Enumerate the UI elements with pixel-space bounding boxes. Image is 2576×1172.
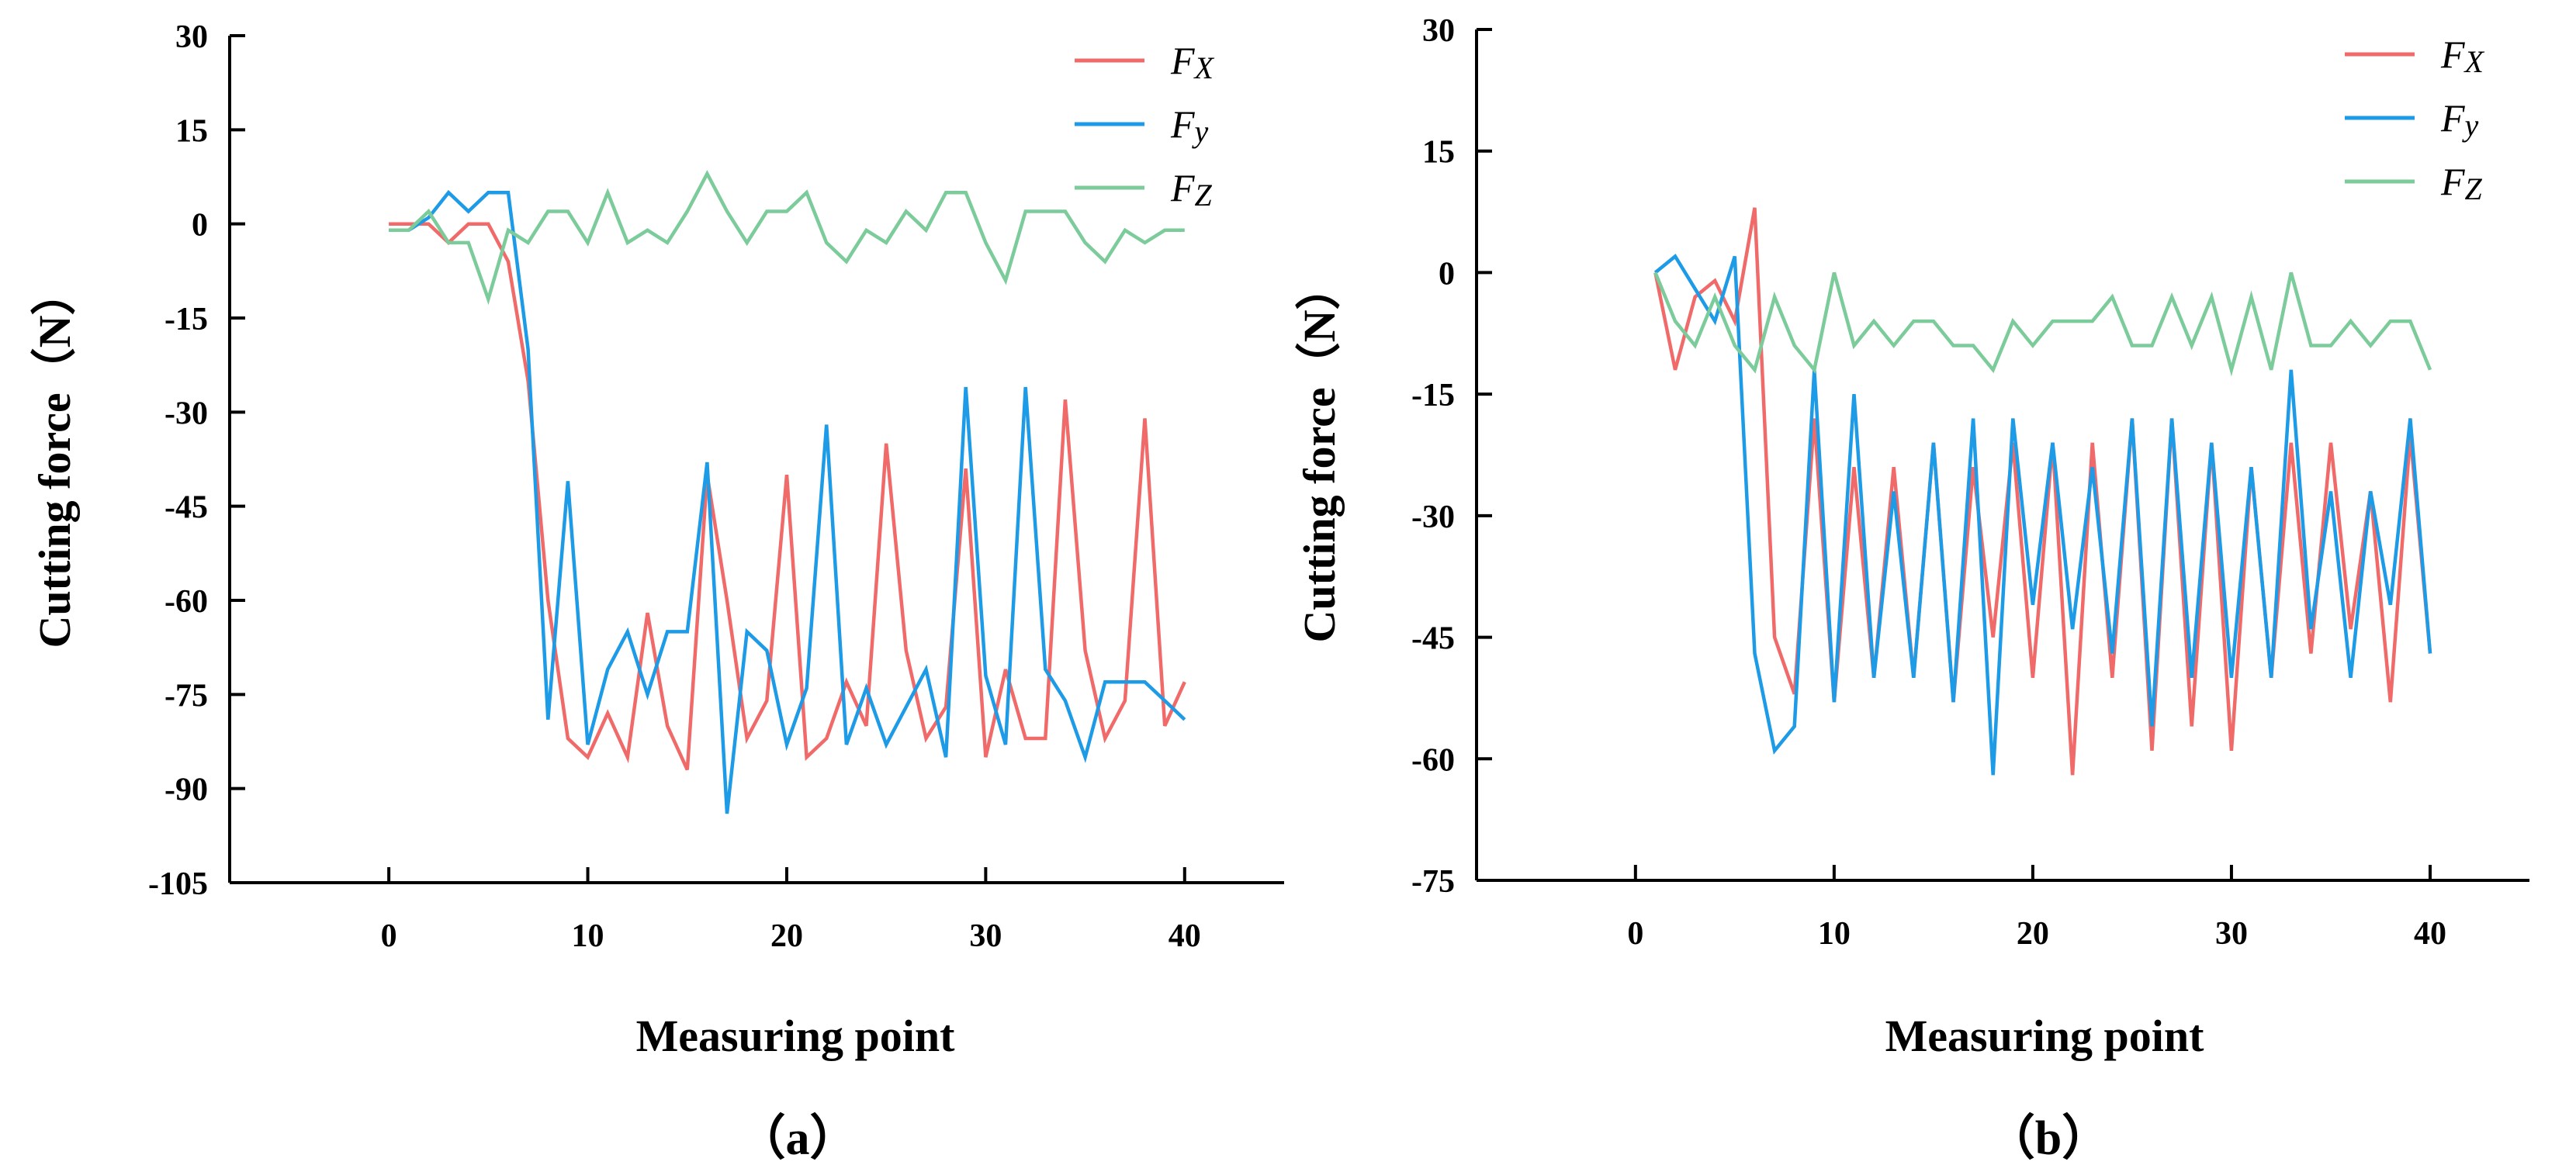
series-line-fy [1653,254,2432,776]
y-tick-label: 15 [1422,135,1455,171]
x-tick-label: 30 [969,918,1002,954]
x-tick-label: 40 [1169,918,1201,954]
y-tick-label: -75 [1411,864,1455,900]
series-line-fz [1653,271,2432,377]
y-tick-label: 30 [1422,13,1455,49]
x-tick-label: 0 [1627,916,1643,952]
y-axis-title: Cutting force（N） [1294,264,1345,642]
y-tick-label: -45 [1411,621,1455,657]
y-tick-label: 30 [175,19,208,55]
legend-label-fz: FZ [1170,166,1213,213]
x-axis-title: Measuring point [1885,1011,2205,1061]
series-line-fy [389,189,1186,814]
y-tick-label: -90 [164,773,208,808]
y-tick-label: -15 [1411,378,1455,413]
x-tick-label: 20 [770,918,803,954]
legend-label-fz: FZ [2440,160,2483,206]
chart-panel-b: 30 15 0 -15 -30 -45 -60 -75 0 10 20 30 40 Measuring p… [1294,13,2529,1165]
y-tick-label: -75 [164,678,208,714]
y-tick-label: -60 [1411,742,1455,778]
y-axis-title: Cutting force（N） [29,270,80,648]
x-tick-label: 10 [572,918,604,954]
series-line-fz [389,170,1185,306]
legend-label-fy: Fy [1170,102,1209,149]
x-tick-label: 30 [2215,916,2248,952]
panel-label: （a） [737,1111,857,1165]
y-tick-label: -30 [164,396,208,431]
y-tick-label: 0 [192,208,208,244]
y-tick-label: -45 [164,490,208,526]
legend-label-fx: FX [2440,33,2485,79]
x-axis-title: Measuring point [636,1011,956,1061]
y-tick-label: -30 [1411,500,1455,535]
legend-label-fy: Fy [2440,96,2479,143]
x-tick-label: 10 [1818,916,1851,952]
y-tick-label: 0 [1439,256,1455,292]
y-tick-label: -15 [164,302,208,337]
y-tick-label: -105 [148,866,208,902]
legend-label-fx: FX [1170,39,1215,85]
x-tick-label: 20 [2017,916,2049,952]
x-tick-label: 40 [2414,916,2446,952]
series-line-fx [389,222,1186,771]
series-line-fx [1653,207,2432,776]
chart-panel-a: 30 15 0 -15 -30 -45 -60 -75 -90 -105 0 10 20 30 40 Meas… [29,19,1284,1165]
y-tick-label: 15 [175,113,208,149]
x-tick-label: 0 [381,918,397,954]
y-tick-label: -60 [164,584,208,620]
panel-label: （b） [1987,1111,2110,1165]
